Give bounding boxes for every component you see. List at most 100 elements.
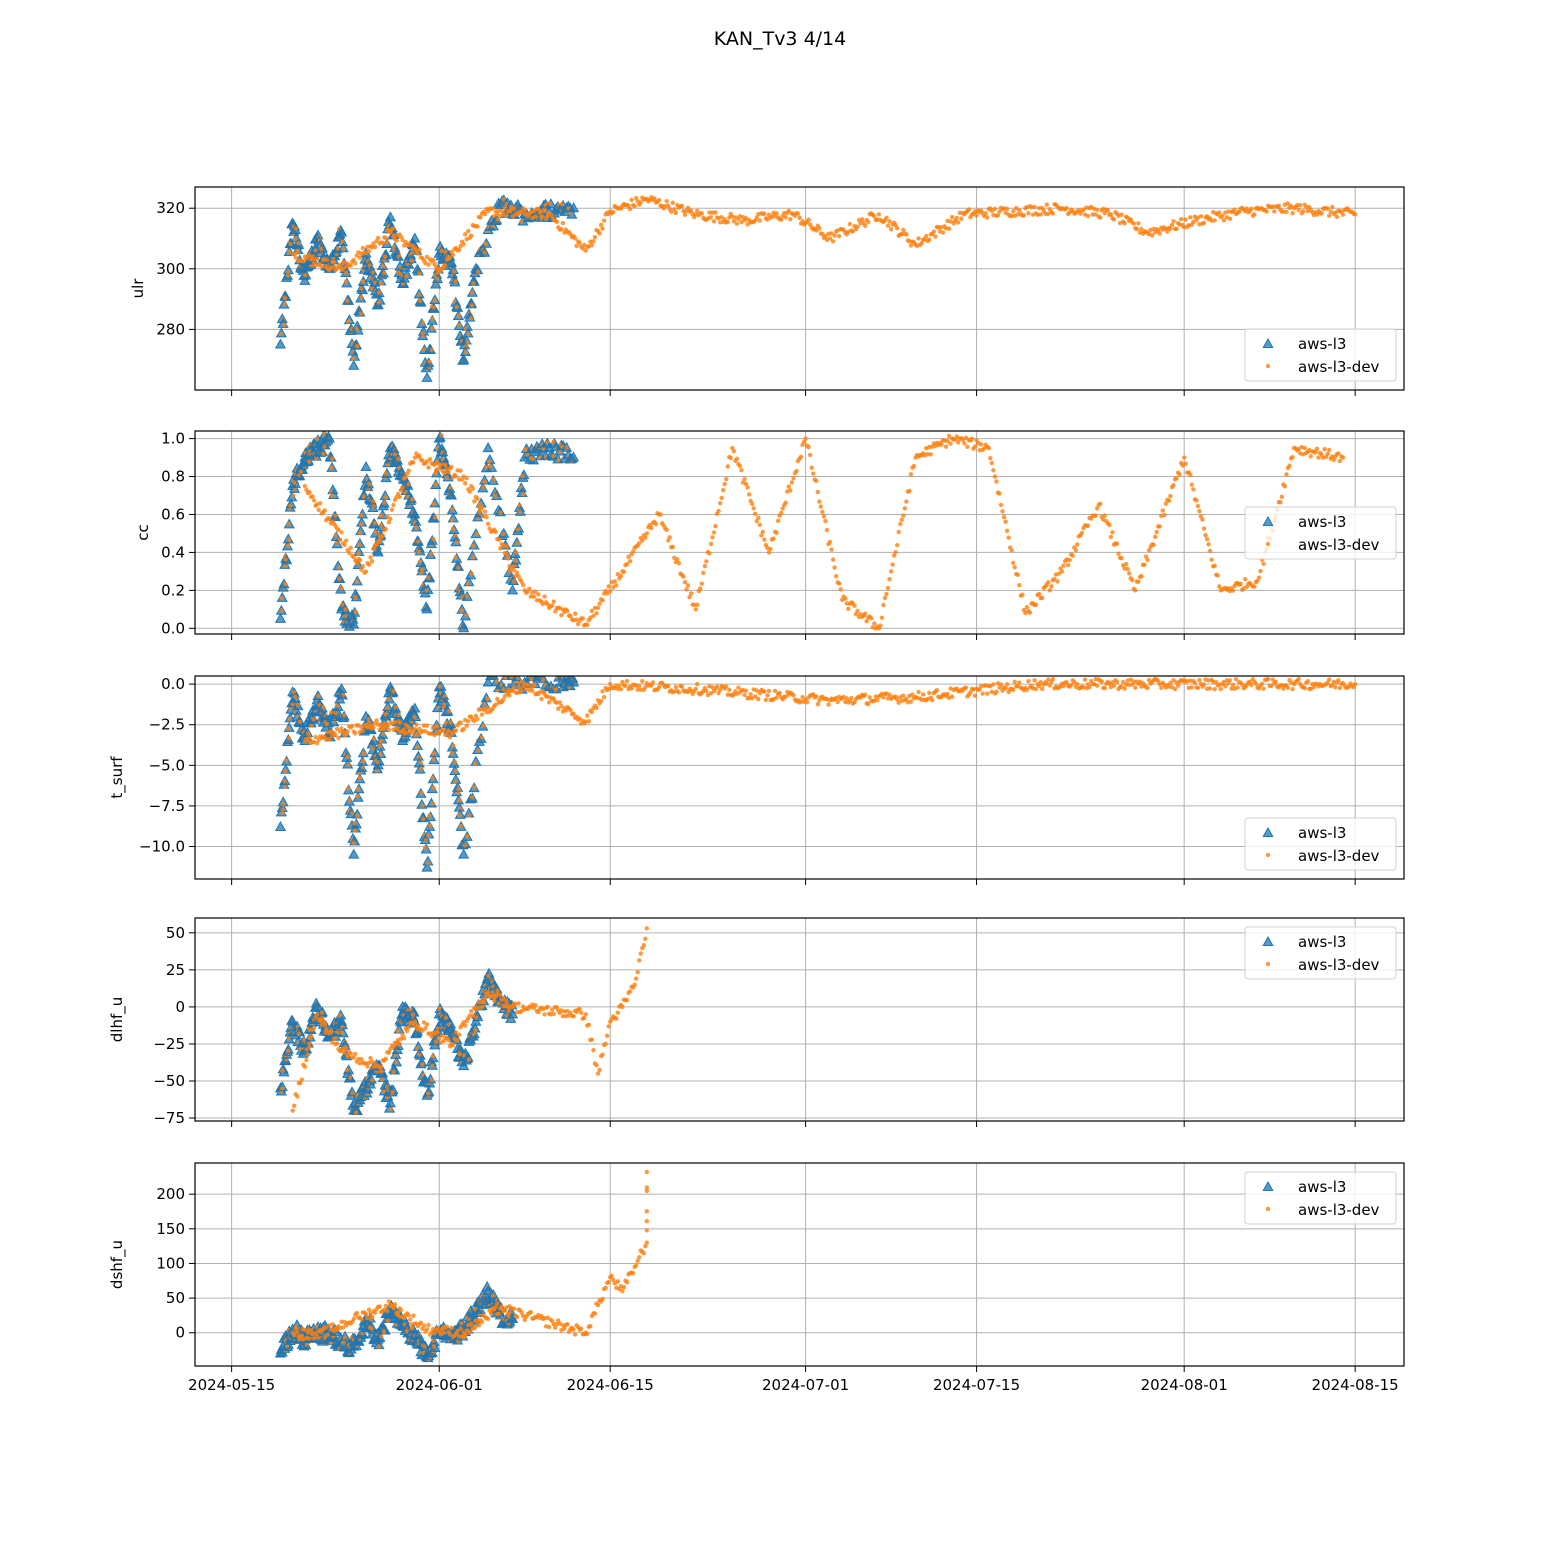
point-aws-l3-dev [847, 699, 853, 704]
point-aws-l3-dev [465, 581, 470, 586]
point-aws-l3-dev [322, 508, 327, 513]
point-aws-l3-dev [1290, 454, 1295, 460]
point-aws-l3-dev [455, 1037, 460, 1043]
point-aws-l3-dev [768, 546, 773, 552]
point-aws-l3-dev [456, 786, 461, 792]
point-aws-l3-dev [519, 219, 524, 224]
point-aws-l3-dev [637, 541, 642, 546]
point-aws-l3-dev [1130, 577, 1135, 583]
point-aws-l3-dev [638, 951, 643, 956]
point-aws-l3-dev [1098, 215, 1103, 220]
point-aws-l3 [445, 489, 458, 500]
point-aws-l3-dev [565, 608, 570, 614]
point-aws-l3-dev [282, 295, 288, 301]
point-aws-l3-dev [583, 248, 588, 253]
point-aws-l3-dev [429, 1077, 435, 1082]
point-aws-l3-dev [406, 481, 411, 487]
point-aws-l3-dev [670, 544, 675, 550]
y-tick-label: 280 [156, 320, 185, 338]
point-aws-l3-dev [887, 692, 892, 697]
point-aws-l3-dev [627, 206, 633, 212]
point-aws-l3-dev [956, 220, 961, 225]
y-tick-label: −25 [153, 1035, 185, 1053]
point-aws-l3-dev [423, 1025, 428, 1031]
point-aws-l3-dev [1273, 679, 1278, 685]
point-aws-l3 [567, 202, 580, 213]
point-aws-l3-dev [734, 456, 740, 462]
point-aws-l3-dev [343, 1046, 349, 1052]
point-aws-l3-dev [823, 518, 828, 524]
point-aws-l3-dev [559, 613, 564, 618]
point-aws-l3-dev [1281, 209, 1286, 214]
point-aws-l3-dev [630, 549, 636, 554]
point-aws-l3-dev [746, 492, 752, 497]
point-aws-l3-dev [382, 270, 387, 276]
point-aws-l3-dev [1116, 551, 1121, 556]
point-aws-l3-dev [836, 581, 842, 586]
figure-title: KAN_Tv3 4/14 [714, 28, 846, 50]
point-aws-l3-dev [550, 214, 555, 219]
point-aws-l3-dev [380, 240, 385, 245]
point-aws-l3-dev [1026, 210, 1031, 216]
point-aws-l3-dev [533, 589, 538, 594]
point-aws-l3-dev [1021, 213, 1027, 218]
point-aws-l3-dev [498, 510, 503, 515]
point-aws-l3-dev [742, 477, 747, 482]
point-aws-l3-dev [330, 493, 335, 498]
point-aws-l3-dev [422, 845, 428, 850]
point-aws-l3-dev [469, 1008, 474, 1014]
point-aws-l3-dev [456, 1032, 462, 1037]
point-aws-l3-dev [280, 1086, 285, 1091]
point-aws-l3-dev [430, 316, 435, 322]
point-aws-l3-dev [559, 703, 564, 709]
point-aws-l3-dev [1340, 212, 1346, 217]
point-aws-l3-dev [933, 234, 938, 239]
point-aws-l3-dev [1172, 686, 1178, 692]
point-aws-l3-dev [374, 718, 379, 723]
point-aws-l3-dev [504, 999, 509, 1004]
point-aws-l3-dev [342, 713, 347, 718]
point-aws-l3-dev [1102, 210, 1108, 216]
point-aws-l3-dev [457, 798, 463, 803]
point-aws-l3-dev [459, 608, 464, 613]
point-aws-l3-dev [965, 444, 970, 450]
point-aws-l3-dev [875, 697, 880, 703]
point-aws-l3-dev [333, 732, 338, 738]
point-aws-l3-dev [835, 699, 840, 705]
point-aws-l3-dev [817, 226, 822, 231]
point-aws-l3-dev [1201, 220, 1207, 226]
point-aws-l3-dev [1145, 557, 1150, 563]
point-aws-l3-dev [985, 691, 990, 696]
point-aws-l3-dev [358, 512, 364, 518]
point-aws-l3-dev [1258, 568, 1263, 574]
point-aws-l3-dev [376, 300, 381, 305]
point-aws-l3-dev [366, 249, 372, 254]
point-aws-l3-dev [725, 464, 730, 469]
point-aws-l3-dev [472, 499, 477, 504]
point-aws-l3-dev [939, 442, 944, 447]
point-aws-l3-dev [1133, 588, 1138, 593]
point-aws-l3-dev [927, 690, 932, 696]
point-aws-l3-dev [307, 735, 312, 740]
point-aws-l3-dev [428, 551, 434, 556]
point-aws-l3-dev [409, 251, 414, 256]
point-aws-l3-dev [397, 494, 402, 500]
point-aws-l3-dev [458, 720, 463, 725]
point-aws-l3-dev [679, 203, 685, 209]
point-aws-l3-dev [1302, 686, 1307, 691]
point-aws-l3-dev [551, 439, 556, 445]
y-tick-label: 0.4 [161, 543, 185, 561]
point-aws-l3-dev [351, 356, 356, 361]
point-aws-l3-dev [484, 465, 489, 470]
point-aws-l3-dev [417, 755, 422, 760]
y-tick-label: 1.0 [161, 430, 185, 448]
point-aws-l3-dev [298, 469, 304, 474]
point-aws-l3-dev [523, 447, 528, 453]
point-aws-l3-dev [313, 734, 318, 740]
point-aws-l3-dev [1276, 203, 1282, 209]
point-aws-l3-dev [946, 433, 952, 439]
point-aws-l3-dev [1050, 676, 1056, 682]
point-aws-l3-dev [454, 540, 459, 545]
point-aws-l3-dev [503, 676, 508, 680]
point-aws-l3-dev [945, 691, 950, 697]
